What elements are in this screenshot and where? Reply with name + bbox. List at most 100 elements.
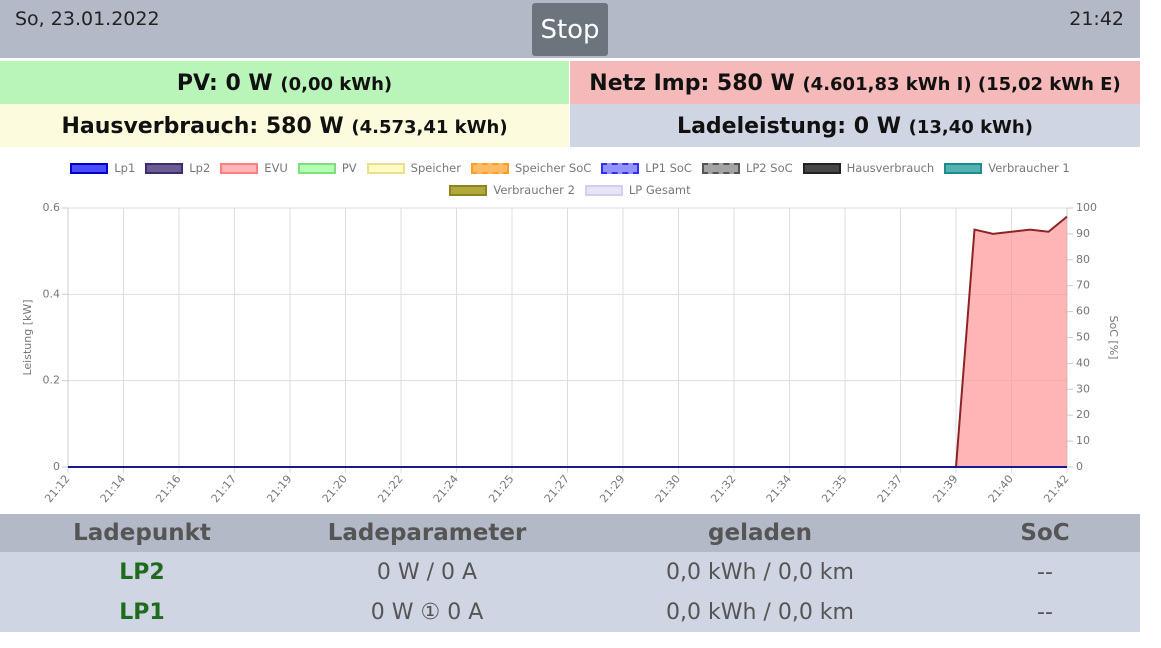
date: So, 23.01.2022 <box>15 8 160 30</box>
legend-item[interactable]: Lp2 <box>145 160 210 176</box>
legend-item[interactable]: Speicher SoC <box>470 160 592 176</box>
x-tick-label: 21:34 <box>764 473 794 506</box>
legend-label: EVU <box>264 161 288 175</box>
legend-item[interactable]: Lp1 <box>70 160 135 176</box>
x-tick-label: 21:27 <box>542 473 572 506</box>
header: So, 23.01.2022 Stop 21:42 <box>0 0 1140 58</box>
house-box: Hausverbrauch: 580 W (4.573,41 kWh) <box>0 104 569 147</box>
legend-swatch <box>449 184 488 196</box>
legend-label: Speicher SoC <box>514 161 592 175</box>
legend: Lp1 Lp2 EVU PV Speicher Speicher SoC LP1 SoC LP… <box>60 160 1080 198</box>
legend-label: PV <box>341 161 357 175</box>
y2-tick-label: 30 <box>1076 382 1090 395</box>
legend-label: Verbraucher 2 <box>493 183 575 197</box>
legend-item[interactable]: Hausverbrauch <box>802 160 935 176</box>
house-value: Hausverbrauch: 580 W <box>61 114 344 139</box>
x-tick-label: 21:12 <box>42 473 72 506</box>
legend-swatch <box>944 162 983 174</box>
x-tick-label: 21:24 <box>431 473 461 506</box>
column-header: SoC <box>950 514 1140 552</box>
legend-item[interactable]: EVU <box>220 160 288 176</box>
x-tick-label: 21:37 <box>875 473 905 506</box>
legend-label: Speicher <box>410 161 461 175</box>
legend-swatch <box>470 162 509 174</box>
y2-tick-label: 60 <box>1076 305 1090 318</box>
table-header: Ladepunkt Ladeparameter geladen SoC <box>0 514 1140 552</box>
parameter: 0 W ① 0 A <box>284 592 570 632</box>
legend-swatch <box>701 162 740 174</box>
stop-button[interactable]: Stop <box>532 3 608 56</box>
parameter: 0 W / 0 A <box>284 552 570 592</box>
legend-swatch <box>70 162 109 174</box>
legend-item[interactable]: LP1 SoC <box>601 160 692 176</box>
soc: -- <box>950 592 1140 632</box>
grid-value: Netz Imp: 580 W <box>589 71 795 96</box>
y2-tick-label: 90 <box>1076 227 1090 240</box>
legend-item[interactable]: LP Gesamt <box>584 182 691 198</box>
legend-swatch <box>802 162 841 174</box>
legend-swatch <box>297 162 336 174</box>
charge-point: LP1 <box>0 592 284 632</box>
y2-tick-label: 20 <box>1076 408 1090 421</box>
charging-value: Ladeleistung: 0 W <box>677 114 901 139</box>
legend-item[interactable]: Verbraucher 1 <box>944 160 1070 176</box>
x-tick-label: 21:39 <box>930 473 960 506</box>
legend-item[interactable]: Verbraucher 2 <box>449 182 575 198</box>
x-tick-label: 21:17 <box>209 473 239 506</box>
house-energy: (4.573,41 kWh) <box>351 117 508 138</box>
x-tick-label: 21:29 <box>597 473 627 506</box>
y-tick-label: 0.2 <box>43 374 61 387</box>
legend-item[interactable]: PV <box>297 160 357 176</box>
column-header: Ladeparameter <box>284 514 570 552</box>
legend-item[interactable]: LP2 SoC <box>701 160 793 176</box>
legend-label: Verbraucher 1 <box>988 161 1070 175</box>
legend-label: LP1 SoC <box>645 161 692 175</box>
pv-energy: (0,00 kWh) <box>280 74 393 95</box>
y2-tick-label: 100 <box>1076 201 1097 214</box>
x-tick-label: 21:30 <box>653 473 683 506</box>
time: 21:42 <box>1069 8 1124 30</box>
legend-swatch <box>584 184 623 196</box>
charging-box: Ladeleistung: 0 W (13,40 kWh) <box>570 104 1140 147</box>
y-tick-label: 0.4 <box>43 287 61 300</box>
charging-energy: (13,40 kWh) <box>908 117 1033 138</box>
legend-label: Lp1 <box>114 161 136 175</box>
legend-label: LP2 SoC <box>745 161 793 175</box>
y2-tick-label: 70 <box>1076 279 1090 292</box>
column-header: Ladepunkt <box>0 514 284 552</box>
y2-tick-label: 80 <box>1076 253 1090 266</box>
chart: 0 0.2 0.4 0.6 0 10 20 30 40 50 60 70 80 90 100 21:12 21:… <box>21 201 1120 506</box>
y-tick-label: 0.6 <box>43 201 61 214</box>
legend-label: Hausverbrauch <box>846 161 935 175</box>
x-tick-label: 21:25 <box>486 473 516 506</box>
legend-swatch <box>366 162 405 174</box>
charged: 0,0 kWh / 0,0 km <box>570 592 950 632</box>
legend-swatch <box>601 162 640 174</box>
charged: 0,0 kWh / 0,0 km <box>570 552 950 592</box>
table-row: LP2 0 W / 0 A 0,0 kWh / 0,0 km -- <box>0 552 1140 592</box>
series-area <box>68 216 1067 467</box>
y2-tick-label: 10 <box>1076 434 1090 447</box>
legend-label: Lp2 <box>189 161 211 175</box>
column-header: geladen <box>570 514 950 552</box>
y-tick-label: 0 <box>53 460 60 473</box>
x-tick-label: 21:40 <box>986 473 1016 506</box>
legend-label: LP Gesamt <box>628 183 691 197</box>
x-tick-label: 21:16 <box>153 473 183 506</box>
x-tick-label: 21:14 <box>98 473 128 506</box>
legend-swatch <box>145 162 184 174</box>
grid-energy: (4.601,83 kWh I) (15,02 kWh E) <box>802 74 1121 95</box>
soc: -- <box>950 552 1140 592</box>
legend-item[interactable]: Speicher <box>366 160 461 176</box>
y2-tick-label: 0 <box>1076 460 1083 473</box>
x-tick-label: 21:19 <box>264 473 294 506</box>
charge-point-table: Ladepunkt Ladeparameter geladen SoC LP2 … <box>0 514 1140 632</box>
legend-swatch <box>220 162 259 174</box>
x-tick-label: 21:42 <box>1041 473 1071 506</box>
pv-box: PV: 0 W (0,00 kWh) <box>0 61 569 104</box>
y2-axis-label: SoC [%] <box>1107 316 1120 360</box>
x-tick-label: 21:35 <box>819 473 849 506</box>
